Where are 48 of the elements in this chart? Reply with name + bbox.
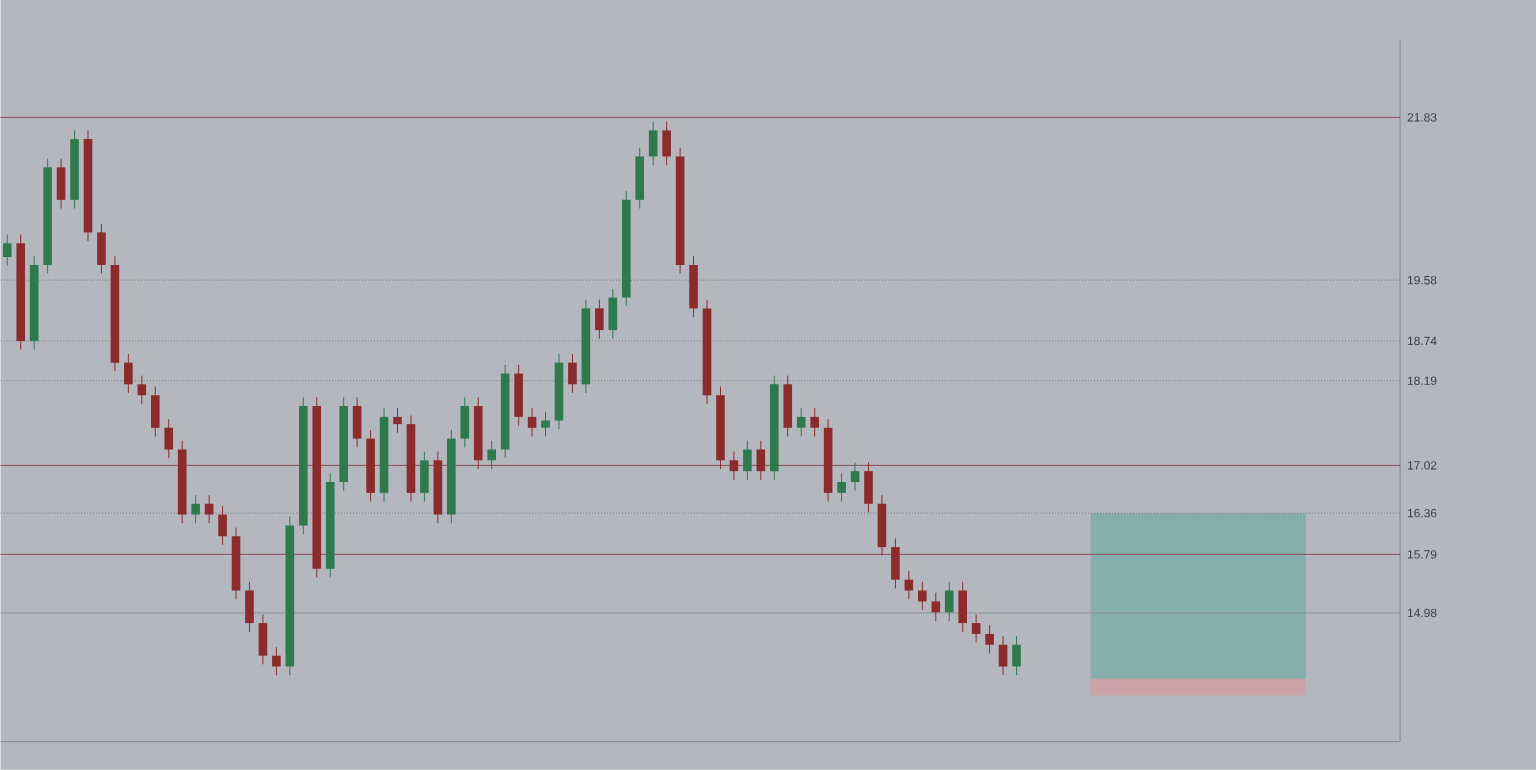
- candlestick: [985, 624, 994, 655]
- candlestick: [245, 581, 254, 633]
- candlestick: [164, 418, 174, 459]
- candlestick: [783, 375, 793, 438]
- candlestick: [729, 451, 739, 481]
- candlestick: [568, 353, 577, 394]
- candlestick: [971, 614, 981, 644]
- candlestick: [689, 255, 698, 318]
- candlestick: [2, 234, 12, 267]
- candlestick: [864, 462, 873, 514]
- candlestick: [877, 494, 887, 557]
- candlestick: [756, 440, 766, 481]
- candlestick: [460, 397, 470, 448]
- candlestick: [595, 299, 604, 340]
- candlestick: [837, 472, 846, 503]
- candlestick: [393, 407, 402, 434]
- candlestick: [931, 592, 941, 622]
- candlestick: [635, 147, 645, 210]
- candlestick: [97, 223, 106, 275]
- candlestick: [487, 440, 497, 470]
- candlestick: [918, 581, 927, 611]
- candlestick: [137, 375, 147, 405]
- candlestick: [204, 494, 214, 524]
- candlestick: [998, 635, 1008, 676]
- candlestick: [944, 581, 954, 622]
- candlestick: [541, 411, 550, 438]
- candlestick: [1012, 635, 1021, 676]
- candlestick: [608, 288, 618, 340]
- candlestick: [56, 158, 66, 210]
- candlestick: [662, 121, 671, 166]
- candlestick: [191, 494, 200, 524]
- candlestick: [420, 451, 429, 503]
- candlestick: [810, 407, 819, 438]
- candlestick: [272, 646, 281, 676]
- candlestick: [258, 614, 268, 665]
- candlestick: [891, 538, 900, 589]
- candlestick: [352, 397, 362, 448]
- candlestick: [150, 386, 160, 438]
- candlestick: [796, 407, 806, 438]
- candlestick: [850, 462, 860, 492]
- candlestick: [124, 353, 133, 394]
- candlestick: [527, 407, 537, 438]
- candlestick: [514, 364, 523, 427]
- candlestick: [958, 581, 967, 633]
- candlestick: [904, 570, 914, 600]
- candlestick: [648, 121, 658, 166]
- candlestick: [218, 505, 227, 546]
- candlestick: [743, 440, 752, 481]
